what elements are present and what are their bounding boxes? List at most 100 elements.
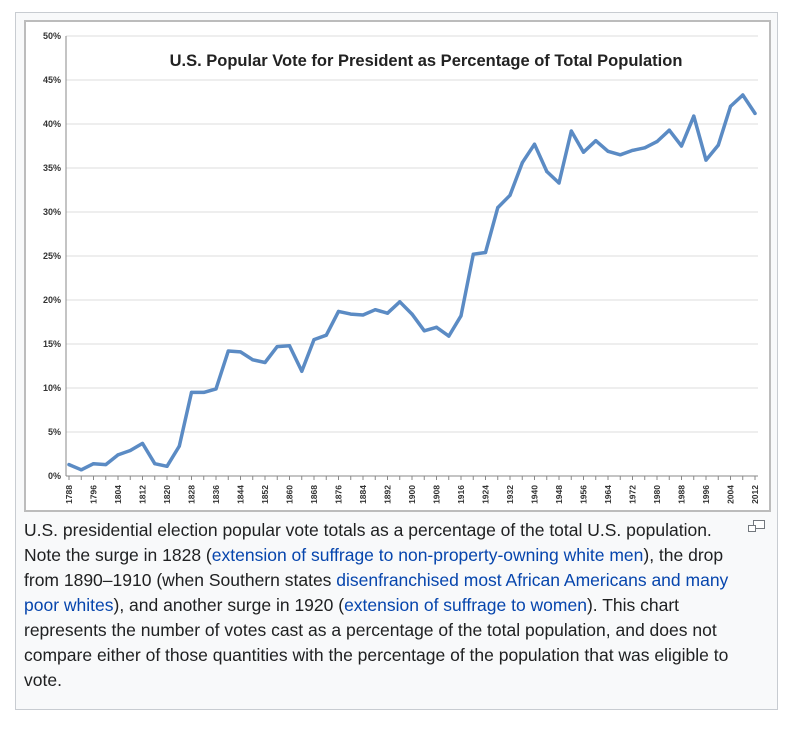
data-point bbox=[140, 441, 145, 446]
data-point bbox=[692, 114, 696, 118]
data-point bbox=[532, 142, 537, 146]
data-point bbox=[410, 312, 414, 316]
grid-layer bbox=[66, 35, 758, 477]
link-womens-suffrage[interactable]: extension of suffrage to women bbox=[344, 595, 587, 615]
y-tick-label: 15% bbox=[43, 339, 61, 349]
data-point bbox=[606, 149, 610, 153]
caption-text: ), the drop from 1890–1910 (when Souther… bbox=[24, 545, 724, 590]
data-point bbox=[508, 193, 512, 197]
data-point bbox=[545, 169, 549, 174]
magnify-clip-icon[interactable] bbox=[748, 520, 765, 533]
x-tick-label: 1932 bbox=[505, 485, 515, 504]
data-point bbox=[275, 345, 279, 349]
y-tick-label: 5% bbox=[48, 427, 61, 437]
y-tick-label: 0% bbox=[48, 471, 61, 481]
caption-text: U.S. presidential election popular vote … bbox=[24, 520, 712, 565]
data-point bbox=[251, 358, 255, 362]
data-point bbox=[189, 390, 194, 394]
data-point bbox=[79, 468, 83, 472]
x-tick-label: 1852 bbox=[260, 485, 270, 504]
x-tick-label: 1988 bbox=[677, 485, 687, 504]
x-tick-label: 1804 bbox=[113, 485, 123, 504]
y-tick-label: 50% bbox=[43, 31, 61, 41]
data-point bbox=[67, 462, 71, 467]
data-point bbox=[287, 344, 292, 348]
x-tick-label: 1844 bbox=[236, 485, 246, 504]
caption-text: ), and another surge in 1920 ( bbox=[113, 595, 345, 615]
y-tick-label: 20% bbox=[43, 295, 61, 305]
x-tick-label: 1876 bbox=[334, 485, 344, 504]
x-tick-label: 1908 bbox=[432, 485, 442, 504]
series-layer bbox=[67, 93, 757, 472]
series-line bbox=[67, 93, 757, 472]
data-point bbox=[704, 158, 708, 162]
data-point bbox=[459, 314, 463, 318]
data-point bbox=[336, 309, 341, 314]
x-tick-label: 1916 bbox=[456, 485, 466, 504]
x-tick-label: 1996 bbox=[701, 485, 711, 504]
y-tick-label: 10% bbox=[43, 383, 61, 393]
data-point bbox=[202, 390, 206, 394]
data-point bbox=[300, 369, 304, 373]
data-point bbox=[679, 144, 684, 148]
data-point bbox=[263, 360, 267, 365]
link-suffrage-non-property-owners[interactable]: extension of suffrage to non-property-ow… bbox=[211, 545, 644, 565]
chart-svg: 0% 5% 10% 15% 20% 25% 30% 35% 40% 45% 50% 1788 1796 1… bbox=[43, 31, 760, 504]
chart-frame[interactable]: 0% 5% 10% 15% 20% 25% 30% 35% 40% 45% 50% 1788 1796 1… bbox=[24, 20, 771, 512]
x-tick-label: 1860 bbox=[285, 485, 295, 504]
data-point bbox=[716, 143, 720, 147]
data-point bbox=[520, 161, 524, 165]
data-point bbox=[349, 312, 353, 316]
data-point bbox=[128, 448, 132, 453]
data-point bbox=[594, 139, 598, 143]
figure-caption: U.S. presidential election popular vote … bbox=[24, 518, 742, 693]
data-point bbox=[104, 462, 108, 467]
data-point bbox=[238, 350, 243, 354]
data-point bbox=[557, 181, 561, 185]
data-point bbox=[496, 206, 500, 210]
data-point bbox=[91, 462, 96, 466]
x-tick-label: 1868 bbox=[309, 485, 319, 504]
x-tick-label: 1924 bbox=[481, 485, 491, 504]
data-point bbox=[373, 308, 377, 312]
y-tick-label: 35% bbox=[43, 163, 61, 173]
data-point bbox=[667, 128, 671, 132]
x-tick-label: 1900 bbox=[407, 485, 417, 504]
data-point bbox=[434, 325, 439, 329]
caption-text: ). This chart represents the number of v… bbox=[24, 595, 729, 690]
data-point bbox=[581, 150, 586, 154]
data-point bbox=[630, 148, 635, 152]
data-point bbox=[398, 300, 402, 304]
x-tick-label: 1884 bbox=[358, 485, 368, 504]
x-tick-label: 1828 bbox=[187, 485, 197, 504]
x-tick-label: 1964 bbox=[603, 485, 613, 504]
x-tick-label: 2004 bbox=[726, 485, 736, 504]
data-point bbox=[422, 329, 426, 333]
data-point bbox=[471, 252, 475, 256]
data-point bbox=[483, 250, 488, 255]
data-point bbox=[728, 104, 733, 108]
data-point bbox=[214, 387, 218, 391]
x-tick-label: 1820 bbox=[162, 485, 172, 504]
data-point bbox=[569, 129, 573, 133]
data-point bbox=[643, 146, 647, 150]
data-point bbox=[655, 140, 659, 144]
x-tick-label: 1972 bbox=[628, 485, 638, 504]
y-tick-label: 25% bbox=[43, 251, 61, 261]
data-point bbox=[741, 93, 745, 97]
data-point bbox=[177, 444, 181, 448]
data-point bbox=[116, 453, 120, 457]
link-disenfranchisement[interactable]: disenfranchised most African Americans a… bbox=[24, 570, 729, 615]
data-point bbox=[165, 464, 169, 468]
y-tick-label: 45% bbox=[43, 75, 61, 85]
data-point bbox=[312, 338, 316, 342]
y-tick-label: 30% bbox=[43, 207, 61, 217]
x-tick-label: 1980 bbox=[652, 485, 662, 504]
data-point bbox=[226, 349, 230, 353]
x-tick-label: 2012 bbox=[750, 485, 760, 504]
x-tick-label: 1948 bbox=[554, 485, 564, 504]
data-point bbox=[324, 333, 328, 337]
data-point bbox=[618, 153, 622, 157]
y-tick-label: 40% bbox=[43, 119, 61, 129]
x-tick-label: 1940 bbox=[530, 485, 540, 504]
